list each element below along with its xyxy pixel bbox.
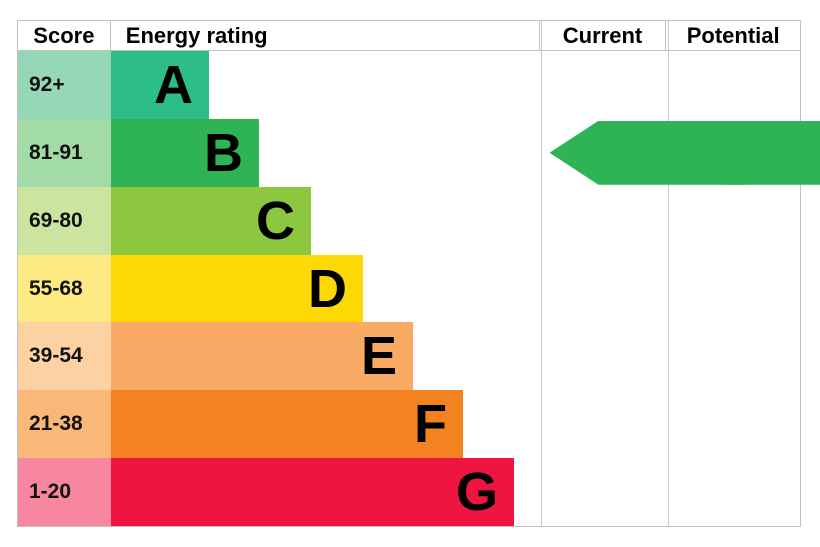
score-range-cell: 39-54 bbox=[18, 322, 111, 391]
score-column-header: Score bbox=[18, 21, 111, 50]
band-row-f: 21-38 F bbox=[18, 390, 541, 459]
score-range-cell: 21-38 bbox=[18, 390, 111, 459]
band-letter: A bbox=[154, 54, 193, 115]
score-range-cell: 81-91 bbox=[18, 118, 111, 187]
band-row-a: 92+ A bbox=[18, 51, 541, 119]
band-row-d: 55-68 D bbox=[18, 254, 541, 323]
energy-band-bar: D bbox=[111, 254, 363, 323]
score-range-cell: 69-80 bbox=[18, 186, 111, 255]
energy-band-bar: E bbox=[111, 322, 413, 391]
energy-band-bar: A bbox=[111, 51, 209, 119]
band-row-g: 1-20 G bbox=[18, 458, 541, 527]
band-letter: C bbox=[256, 190, 295, 251]
current-column-divider bbox=[541, 21, 542, 526]
potential-column-divider bbox=[668, 21, 669, 526]
score-range-cell: 1-20 bbox=[18, 458, 111, 527]
band-letter: B bbox=[204, 122, 243, 183]
score-range-cell: 55-68 bbox=[18, 254, 111, 323]
band-letter: D bbox=[308, 258, 347, 319]
band-letter: F bbox=[414, 394, 447, 455]
band-letter: E bbox=[360, 326, 397, 387]
potential-column-header: Potential bbox=[686, 22, 780, 48]
energy-band-bar: F bbox=[111, 390, 463, 459]
score-range-cell: 92+ bbox=[18, 51, 111, 119]
band-letter: G bbox=[455, 462, 498, 523]
band-row-b: 81-91 B bbox=[18, 118, 541, 187]
energy-band-bar: G bbox=[111, 458, 514, 527]
band-row-e: 39-54 E bbox=[18, 322, 541, 391]
energy-band-bar: C bbox=[111, 186, 311, 255]
band-row-c: 69-80 C bbox=[18, 186, 541, 255]
table-header: Score Energy rating Current Potential bbox=[18, 21, 800, 51]
band-rows: 92+ A 81-91 B 69-80 C 55-68 D 39-54 E 21-38 F 1-20 G bbox=[18, 51, 541, 527]
epc-table: Score Energy rating Current Potential 92… bbox=[17, 20, 820, 527]
current-column-header: Current bbox=[540, 21, 667, 50]
energy-rating-column-header: Energy rating bbox=[111, 21, 540, 50]
energy-band-bar: B bbox=[111, 118, 259, 187]
